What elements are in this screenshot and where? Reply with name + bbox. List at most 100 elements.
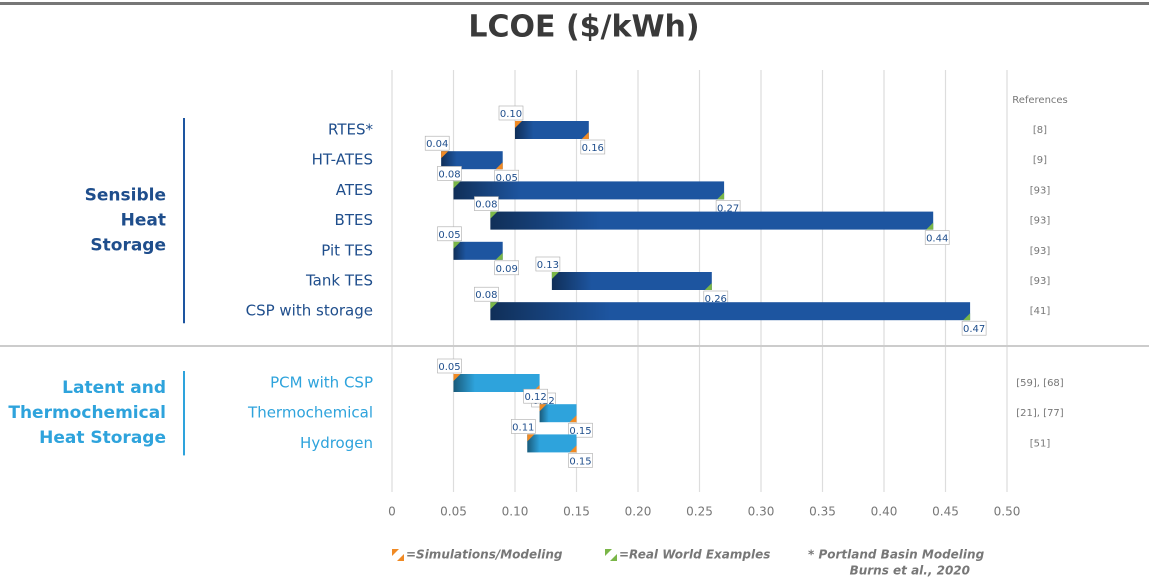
low-value-label: 0.13: [537, 260, 559, 271]
low-value-label-box: [424, 135, 450, 151]
x-tick-label: 0.35: [809, 505, 836, 519]
group-label: Heat: [121, 211, 166, 231]
high-value-label-box: [568, 422, 593, 438]
high-marker: [704, 283, 712, 290]
category-label: BTES: [335, 211, 373, 229]
bar-shade: [453, 241, 503, 260]
high-value-label-box: [494, 260, 520, 276]
legend-marker: [392, 549, 399, 556]
low-value-label: 0.12: [524, 392, 546, 403]
low-value-label: 0.05: [438, 362, 460, 373]
legend-label: =Simulations/Modeling: [406, 548, 563, 562]
low-marker: [551, 272, 559, 279]
bar-shade: [515, 121, 589, 139]
low-marker: [539, 404, 547, 412]
high-marker: [495, 162, 503, 170]
low-value-label: 0.10: [500, 109, 522, 120]
reference: [93]: [1030, 216, 1051, 227]
low-marker: [527, 434, 535, 442]
reference: [93]: [1030, 246, 1051, 257]
x-tick-label: 0.50: [994, 505, 1021, 519]
high-marker: [926, 222, 934, 230]
high-value-label: 0.26: [705, 294, 727, 305]
group-label: Sensible: [85, 186, 166, 206]
legend-marker: [605, 549, 612, 556]
low-marker: [453, 181, 461, 189]
high-marker: [717, 192, 725, 200]
category-label: Thermochemical: [247, 404, 373, 422]
high-value-label-box: [924, 230, 950, 245]
bar-shade: [539, 404, 577, 423]
bar-shade: [441, 151, 503, 170]
chart-title: LCOE ($/kWh): [468, 10, 699, 45]
high-marker: [963, 313, 971, 321]
high-marker: [495, 252, 503, 260]
group-label: Thermochemical: [8, 403, 166, 423]
x-tick-label: 0.25: [686, 505, 713, 519]
x-tick-label: 0.45: [932, 505, 959, 519]
reference: [93]: [1030, 185, 1051, 196]
reference: [93]: [1030, 276, 1051, 287]
low-value-label-box: [523, 388, 548, 404]
high-value-label-box: [961, 320, 987, 336]
high-value-label: 0.47: [963, 324, 985, 335]
x-tick-label: 0.30: [748, 505, 775, 519]
bar-shade: [490, 302, 971, 321]
high-value-label: 0.09: [496, 264, 518, 275]
low-marker: [490, 211, 498, 219]
reference: [59], [68]: [1016, 378, 1064, 389]
low-value-label: 0.04: [426, 139, 448, 150]
high-marker: [581, 132, 589, 139]
high-marker: [569, 415, 577, 423]
low-value-label-box: [474, 286, 499, 302]
category-label: RTES*: [328, 121, 373, 139]
low-value-label-box: [437, 358, 462, 374]
low-value-label: 0.08: [475, 200, 497, 211]
high-value-label: 0.44: [926, 234, 948, 245]
low-value-label: 0.08: [438, 169, 460, 180]
x-tick-label: 0.20: [625, 505, 652, 519]
reference: [51]: [1030, 438, 1051, 449]
legend-label: =Real World Examples: [619, 548, 770, 562]
low-marker: [515, 121, 522, 128]
low-value-label: 0.08: [475, 290, 497, 301]
bar-shade: [453, 181, 725, 200]
bar-shade: [490, 211, 934, 230]
low-marker: [453, 374, 461, 381]
x-tick-label: 0: [388, 505, 396, 519]
high-marker: [569, 445, 577, 453]
top-rule: [0, 2, 1149, 5]
low-value-label-box: [437, 226, 462, 242]
category-label: Pit TES: [321, 241, 373, 259]
x-tick-label: 0.10: [502, 505, 529, 519]
group-label: Heat Storage: [39, 428, 166, 448]
note: * Portland Basin Modeling: [808, 548, 985, 562]
x-tick-label: 0.15: [563, 505, 590, 519]
legend-marker: [397, 554, 404, 561]
reference: [21], [77]: [1016, 408, 1064, 419]
low-value-label-box: [510, 419, 536, 434]
reference: [41]: [1030, 306, 1051, 317]
low-value-label-box: [498, 105, 524, 121]
low-value-label-box: [474, 196, 499, 211]
high-value-label-box: [568, 453, 593, 468]
bar-shade: [527, 434, 577, 453]
low-marker: [441, 151, 449, 159]
high-value-label: 0.15: [569, 456, 591, 467]
category-label: Tank TES: [305, 272, 373, 290]
references-title: References: [1012, 95, 1068, 106]
low-value-label-box: [437, 166, 462, 181]
group-label: Latent and: [62, 378, 166, 398]
high-value-label-box: [580, 139, 606, 155]
group-label: Storage: [90, 236, 166, 256]
x-tick-label: 0.05: [440, 505, 467, 519]
category-label: PCM with CSP: [270, 374, 373, 392]
bar-shade: [453, 374, 540, 392]
bar-shade: [551, 272, 712, 290]
source: Burns et al., 2020: [850, 564, 970, 578]
high-value-label: 0.16: [582, 143, 604, 154]
category-label: CSP with storage: [246, 302, 373, 320]
x-tick-label: 0.40: [871, 505, 898, 519]
low-value-label: 0.05: [438, 230, 460, 241]
